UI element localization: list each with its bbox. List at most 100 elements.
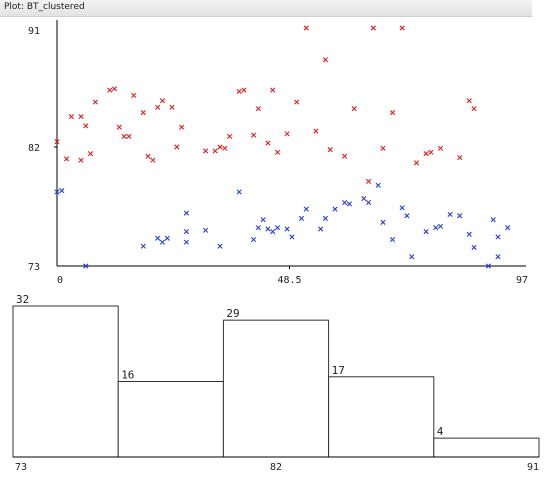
point-stroke — [92, 99, 98, 105]
red-point — [63, 156, 70, 162]
point-stroke — [370, 25, 376, 31]
point-stroke — [346, 201, 353, 207]
blue-point — [289, 234, 295, 240]
point-stroke — [140, 243, 146, 249]
point-stroke — [447, 211, 453, 218]
point-stroke — [399, 205, 405, 211]
point-stroke — [212, 148, 218, 154]
blue-point — [217, 243, 223, 249]
point-stroke — [380, 145, 386, 151]
red-point — [270, 87, 276, 93]
point-stroke — [54, 139, 60, 145]
red-point — [255, 106, 261, 112]
blue-point — [342, 199, 348, 206]
point-stroke — [203, 227, 209, 233]
point-stroke — [59, 188, 65, 194]
point-stroke — [322, 57, 329, 63]
point-stroke — [505, 225, 511, 231]
red-point — [351, 106, 357, 112]
point-stroke — [265, 226, 271, 232]
blue-point — [495, 254, 501, 260]
point-stroke — [226, 133, 233, 140]
point-stroke — [303, 25, 309, 31]
blue-point — [59, 188, 65, 194]
red-point — [222, 145, 228, 151]
point-stroke — [78, 113, 84, 120]
point-stroke — [83, 263, 89, 269]
red-point — [457, 154, 463, 161]
point-stroke — [289, 234, 295, 240]
point-stroke — [155, 104, 161, 110]
blue-point — [159, 239, 166, 245]
red-point — [241, 87, 247, 93]
blue-point — [399, 205, 405, 211]
blue-point — [346, 201, 353, 207]
red-point — [145, 153, 151, 159]
point-stroke — [260, 217, 266, 223]
blue-point — [447, 211, 453, 218]
point-stroke — [116, 124, 122, 130]
point-stroke — [111, 86, 118, 92]
scatter-x-tick-label: 48.5 — [277, 275, 301, 286]
histogram-bar-label: 29 — [226, 307, 239, 320]
scatter-x-tick-label: 0 — [57, 275, 63, 286]
point-stroke — [159, 239, 166, 245]
red-point — [413, 160, 420, 166]
red-point — [327, 147, 333, 153]
point-stroke — [361, 195, 367, 202]
histogram-bar — [328, 376, 435, 458]
point-stroke — [270, 229, 276, 235]
red-point — [370, 25, 376, 31]
point-stroke — [68, 113, 74, 120]
blue-point — [303, 206, 309, 212]
red-point — [68, 113, 74, 120]
point-stroke — [241, 87, 247, 93]
histogram-bar — [12, 305, 119, 458]
plot-title-bar: Plot: BT_clustered — [0, 0, 532, 17]
blue-point — [203, 227, 209, 233]
red-point — [294, 99, 300, 105]
blue-point — [322, 215, 329, 221]
blue-point — [404, 213, 410, 219]
blue-point — [236, 189, 242, 195]
blue-point — [183, 210, 190, 216]
red-point — [83, 123, 89, 129]
red-point — [92, 99, 98, 105]
point-stroke — [375, 182, 381, 188]
point-stroke — [298, 215, 305, 221]
blue-point — [380, 219, 386, 225]
point-stroke — [471, 106, 477, 112]
point-stroke — [303, 206, 309, 212]
red-point — [54, 139, 60, 145]
point-stroke — [495, 234, 501, 240]
plot-title: Plot: BT_clustered — [4, 2, 85, 12]
point-stroke — [351, 106, 357, 112]
point-stroke — [471, 244, 477, 251]
red-point — [78, 113, 84, 120]
red-point — [169, 104, 175, 110]
point-stroke — [217, 243, 223, 249]
point-stroke — [284, 226, 290, 232]
blue-point — [318, 226, 324, 232]
histogram-x-tick-label: 82 — [270, 462, 282, 473]
red-point — [437, 145, 444, 151]
red-point — [471, 106, 477, 112]
red-point — [131, 92, 137, 99]
point-stroke — [284, 131, 290, 137]
red-point — [380, 145, 386, 151]
red-point — [250, 132, 257, 138]
blue-point — [270, 229, 276, 235]
scatter-y-tick-label: 82 — [28, 143, 40, 154]
point-stroke — [437, 145, 444, 151]
point-stroke — [179, 124, 185, 130]
blue-point — [83, 263, 89, 269]
scatter-x-tick-label: 97 — [516, 275, 528, 286]
point-stroke — [250, 236, 257, 243]
red-point — [179, 124, 185, 130]
point-stroke — [490, 217, 496, 223]
point-stroke — [54, 189, 60, 195]
red-point — [155, 104, 161, 110]
blue-point — [505, 225, 511, 231]
red-point — [107, 87, 113, 93]
